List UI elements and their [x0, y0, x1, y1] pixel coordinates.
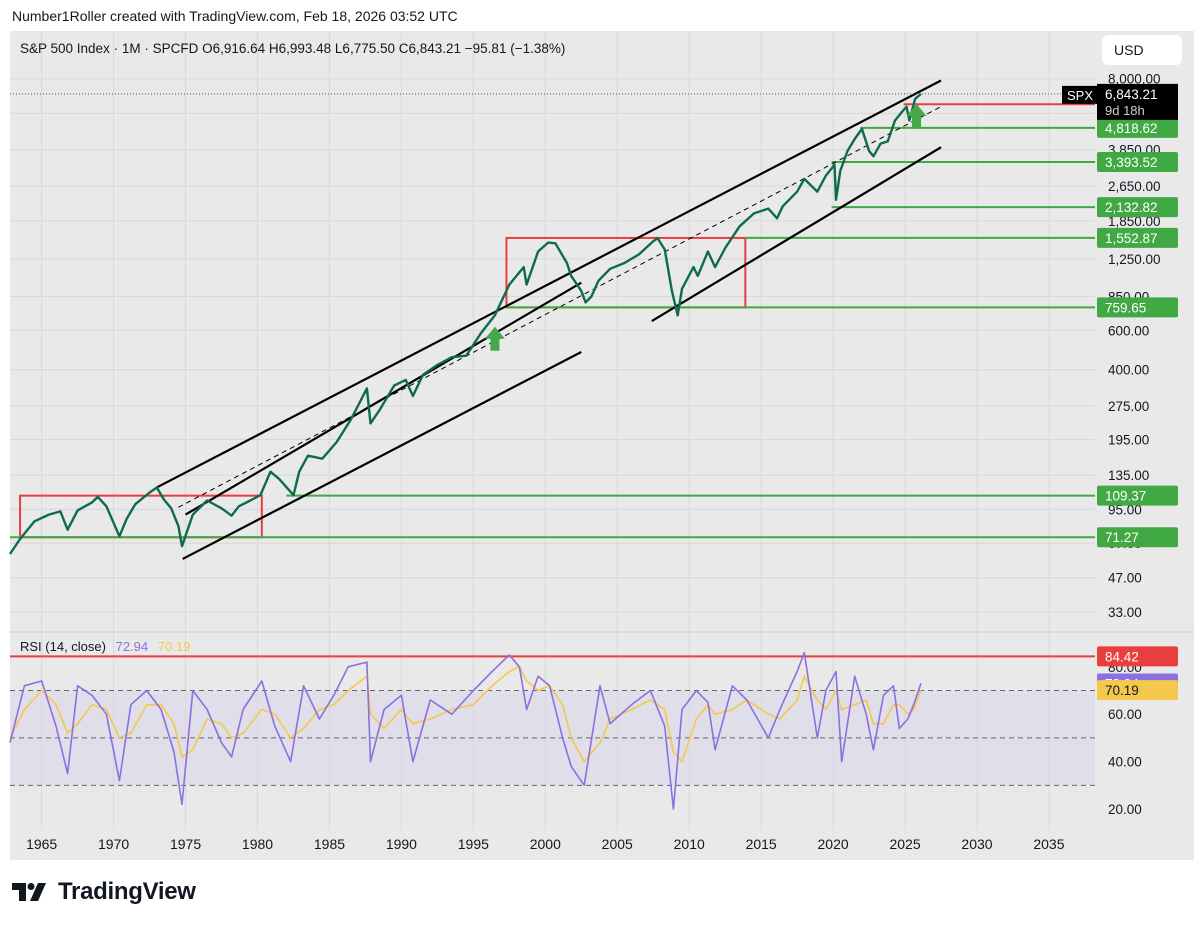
x-axis-tick-label: 2025	[889, 836, 920, 852]
tradingview-wordmark: TradingView	[58, 878, 196, 905]
x-axis-tick-label: 1985	[314, 836, 345, 852]
tradingview-logo-icon	[12, 883, 46, 901]
countdown-tag-text: 9d 18h	[1105, 103, 1145, 118]
symbol-tag-bg	[1062, 85, 1098, 104]
y-axis-tick-label: 95.00	[1108, 502, 1142, 517]
last-price-tag-bg	[1097, 83, 1178, 120]
support-tag-0-text: 71.27	[1105, 530, 1139, 545]
support-tag-4-bg	[1097, 197, 1178, 218]
rsi-ma-line	[9, 665, 922, 764]
support-tag-5-text: 3,393.52	[1105, 155, 1158, 170]
rsi-ma-tag: 70.19	[1097, 680, 1178, 701]
support-tag-6-bg	[1097, 117, 1178, 138]
support-tag-2-bg	[1097, 297, 1178, 318]
rsi-ma-tag-bg	[1097, 680, 1178, 701]
x-axis-tick-label: 1970	[98, 836, 129, 852]
rsi-line	[9, 651, 922, 810]
channel-line-3	[185, 281, 582, 516]
y-axis-tick-label: 33.00	[1108, 605, 1142, 620]
rsi-axis-tick-label: 20.00	[1108, 802, 1142, 817]
y-axis-tick-label: 47.00	[1108, 571, 1142, 586]
y-axis-tick-label: 195.00	[1108, 432, 1149, 447]
support-tag-1: 109.37	[1097, 485, 1178, 506]
x-axis-tick-label: 2000	[530, 836, 561, 852]
currency-button[interactable]: USD	[1102, 35, 1182, 65]
y-axis-tick-label: 1,850.00	[1108, 214, 1161, 229]
y-axis-tick-label: 8,000.00	[1108, 72, 1161, 87]
rsi-overbought-tag-bg	[1097, 646, 1178, 667]
support-tag-6: 4,818.62	[1097, 117, 1178, 138]
y-axis-tick-label: 600.00	[1108, 323, 1149, 338]
breakout-arrow-1	[906, 103, 927, 128]
breakout-arrow-0	[484, 326, 505, 351]
x-axis-tick-label: 2010	[674, 836, 705, 852]
support-tag-0: 71.27	[1097, 527, 1178, 548]
support-tag-5-bg	[1097, 151, 1178, 172]
x-axis-tick-label: 1990	[386, 836, 417, 852]
y-axis-tick-label: 275.00	[1108, 399, 1149, 414]
support-tag-5: 3,393.52	[1097, 151, 1178, 172]
price-legend: S&P 500 Index · 1M · SPCFD O6,916.64 H6,…	[20, 41, 566, 56]
x-axis-tick-label: 2035	[1033, 836, 1064, 852]
support-tag-3: 1,552.87	[1097, 227, 1178, 248]
x-axis-tick-label: 2005	[602, 836, 633, 852]
rsi-legend-ma-value: 70.19	[157, 639, 191, 654]
support-tag-4-text: 2,132.82	[1105, 200, 1158, 215]
support-tag-3-text: 1,552.87	[1105, 231, 1158, 246]
y-axis-tick-label: 135.00	[1108, 468, 1149, 483]
rsi-axis-tick-label: 40.00	[1108, 755, 1142, 770]
rsi-ma-tag-text: 70.19	[1105, 683, 1139, 698]
support-tag-4: 2,132.82	[1097, 197, 1178, 218]
x-axis-tick-label: 2015	[746, 836, 777, 852]
x-axis-tick-label: 1975	[170, 836, 201, 852]
symbol-tag-text: SPX	[1067, 88, 1093, 103]
y-axis-tick-label: 400.00	[1108, 363, 1149, 378]
support-tag-6-text: 4,818.62	[1105, 121, 1158, 136]
tradingview-logo[interactable]: TradingView	[12, 878, 196, 906]
channel-line-2	[651, 146, 942, 322]
x-axis-tick-label: 2030	[961, 836, 992, 852]
x-axis-tick-label: 1995	[458, 836, 489, 852]
rsi-legend: RSI (14, close) 72.94 70.19	[20, 639, 190, 654]
support-tag-1-bg	[1097, 485, 1178, 506]
last-price-tag-text: 6,843.21	[1105, 87, 1158, 102]
support-tag-1-text: 109.37	[1105, 489, 1146, 504]
support-tag-2-text: 759.65	[1105, 300, 1146, 315]
chart-credit: Number1Roller created with TradingView.c…	[12, 8, 458, 24]
x-axis-tick-label: 1965	[26, 836, 57, 852]
rsi-overbought-tag: 84.42	[1097, 646, 1178, 667]
x-axis-tick-label: 2020	[818, 836, 849, 852]
rsi-legend-value: 72.94	[115, 639, 149, 654]
y-axis-tick-label: 2,650.00	[1108, 179, 1161, 194]
rsi-overbought-tag-text: 84.42	[1105, 649, 1139, 664]
rsi-axis-tick-label: 60.00	[1108, 707, 1142, 722]
rsi-legend-title: RSI (14, close)	[20, 639, 106, 654]
support-tag-2: 759.65	[1097, 297, 1178, 318]
support-tag-0-bg	[1097, 527, 1178, 548]
price-series-line	[9, 92, 922, 555]
x-axis-tick-label: 1980	[242, 836, 273, 852]
channel-line-1	[182, 351, 582, 560]
consolidation-zone-0	[19, 494, 263, 539]
support-tag-3-bg	[1097, 227, 1178, 248]
y-axis-tick-label: 1,250.00	[1108, 252, 1161, 267]
channel-line-0	[156, 79, 942, 489]
